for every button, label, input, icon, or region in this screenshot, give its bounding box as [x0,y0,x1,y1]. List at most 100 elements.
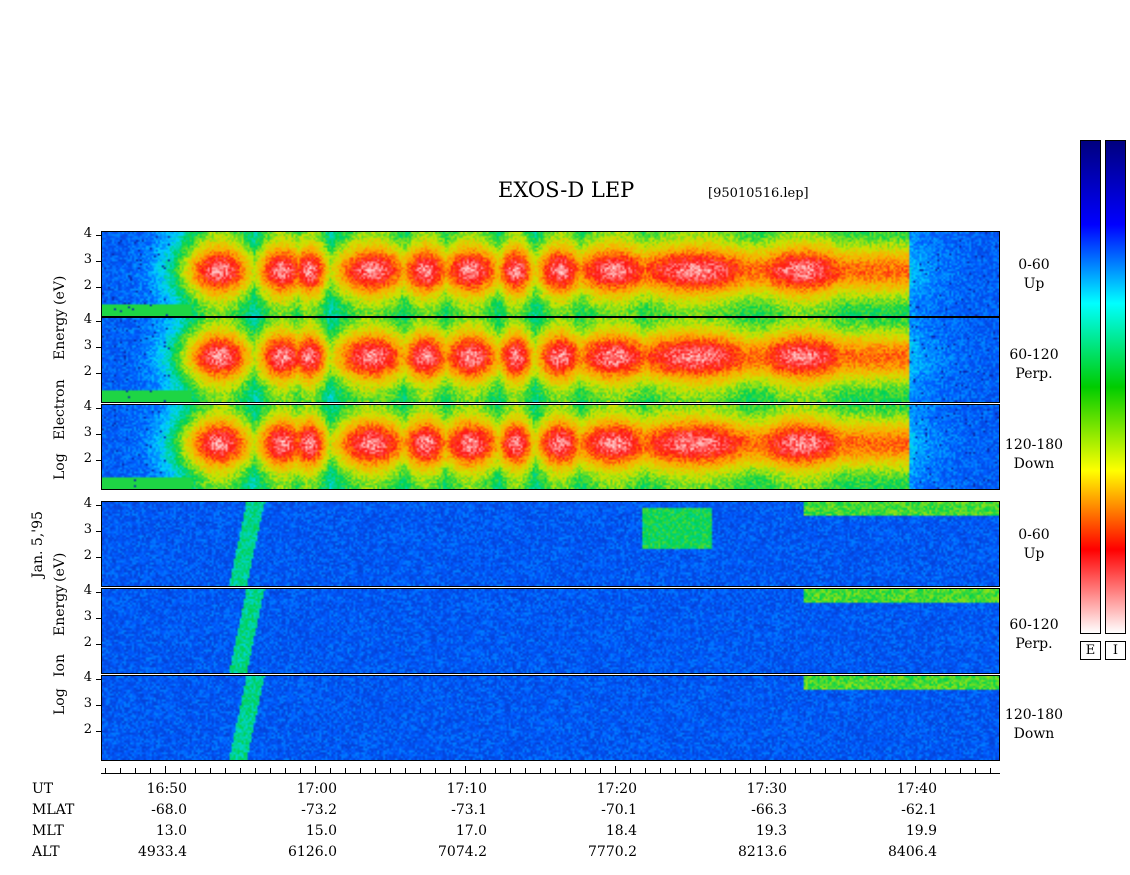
x-row-value-alt: 8406.4 [888,844,937,860]
x-tick-mark [540,768,541,773]
ion-ev-label: (eV) [52,552,68,582]
x-row-value-mlt: 17.0 [455,823,487,839]
x-row-value-ut: 17:00 [296,781,337,797]
x-row-value-mlt: 18.4 [605,823,637,839]
x-row-value-mlt: 19.9 [905,823,937,839]
y-tick-label: 4 [83,670,92,685]
x-tick-mark [390,768,391,773]
colorbar-ion [1105,140,1126,634]
y-tick-mark [96,505,101,506]
x-row-value-mlat: -73.1 [451,802,487,818]
x-tick-mark [450,768,451,773]
x-tick-mark [180,768,181,773]
x-tick-mark [525,768,526,773]
row-label-mlt: MLT [32,823,64,839]
x-tick-mark [960,768,961,773]
pitch-label-e-up: 0-60 Up [1018,257,1050,292]
y-tick-mark [96,531,101,532]
file-name: [95010516.lep] [708,186,809,201]
y-tick-mark [96,287,101,288]
pitch-label-i-perp: 60-120 Perp. [1009,617,1059,652]
y-tick-label: 2 [83,635,92,650]
x-tick-mark [285,768,286,773]
y-tick-label: 4 [83,226,92,241]
x-row-value-alt: 6126.0 [288,844,337,860]
colorbar-electron [1080,140,1101,634]
pitch-label-e-perp: 60-120 Perp. [1009,347,1059,382]
panel-electron-down [101,404,1000,490]
y-tick-label: 3 [83,252,92,267]
x-row-value-mlt: 13.0 [155,823,187,839]
y-tick-label: 2 [83,278,92,293]
y-tick-label: 4 [83,583,92,598]
x-tick-mark [480,768,481,773]
x-tick-mark [195,768,196,773]
y-tick-mark [96,679,101,680]
electron-log-label: Log [52,453,68,480]
y-tick-label: 2 [83,364,92,379]
x-tick-mark [435,768,436,773]
row-label-mlat: MLAT [32,802,75,818]
x-tick-mark [510,768,511,773]
ion-species-label: Ion [52,654,68,677]
x-row-value-mlat: -68.0 [151,802,187,818]
x-row-value-ut: 17:30 [746,781,787,797]
x-tick-mark [945,768,946,773]
y-tick-label: 2 [83,451,92,466]
x-tick-mark [675,768,676,773]
x-tick-mark [600,768,601,773]
x-tick-mark [420,768,421,773]
y-tick-mark [96,434,101,435]
x-row-value-ut: 17:40 [896,781,937,797]
row-label-alt: ALT [32,844,60,860]
x-tick-mark [240,768,241,773]
x-tick-mark [750,768,751,773]
x-tick-mark [825,768,826,773]
x-tick-mark [585,768,586,773]
x-tick-mark [630,768,631,773]
x-tick-mark [555,768,556,773]
y-tick-mark [96,731,101,732]
x-tick-mark [795,768,796,773]
x-tick-mark [330,768,331,773]
x-tick-mark [120,768,121,773]
y-tick-label: 3 [83,609,92,624]
y-tick-label: 2 [83,548,92,563]
x-tick-mark [975,768,976,773]
ion-log-label: Log [52,688,68,715]
x-row-value-alt: 7770.2 [588,844,637,860]
pitch-label-i-up: 0-60 Up [1018,527,1050,562]
x-tick-mark [405,768,406,773]
x-tick-mark [135,768,136,773]
y-tick-mark [96,557,101,558]
x-tick-mark [270,768,271,773]
x-tick-mark [570,768,571,773]
x-row-value-alt: 8213.6 [738,844,787,860]
y-tick-mark [96,347,101,348]
y-tick-mark [96,235,101,236]
x-tick-mark [930,768,931,773]
x-row-value-mlat: -73.2 [301,802,337,818]
panel-electron-up [101,231,1000,317]
y-tick-mark [96,592,101,593]
x-tick-mark [255,768,256,773]
x-row-value-mlat: -62.1 [901,802,937,818]
chart-title: EXOS-D LEP [498,178,635,202]
x-tick-mark [150,768,151,773]
electron-energy-label: Energy [52,308,68,360]
x-tick-mark [915,766,916,773]
x-tick-mark [660,768,661,773]
y-tick-label: 3 [83,338,92,353]
y-tick-label: 3 [83,696,92,711]
x-row-value-mlt: 15.0 [305,823,337,839]
x-row-value-ut: 17:20 [596,781,637,797]
y-tick-mark [96,705,101,706]
x-tick-mark [990,768,991,773]
panel-ion-perp [101,588,1000,674]
colorbar-ion-label: I [1105,641,1126,660]
x-tick-mark [855,768,856,773]
row-label-ut: UT [32,781,54,797]
y-tick-mark [96,618,101,619]
x-row-value-ut: 17:10 [446,781,487,797]
y-tick-mark [96,408,101,409]
